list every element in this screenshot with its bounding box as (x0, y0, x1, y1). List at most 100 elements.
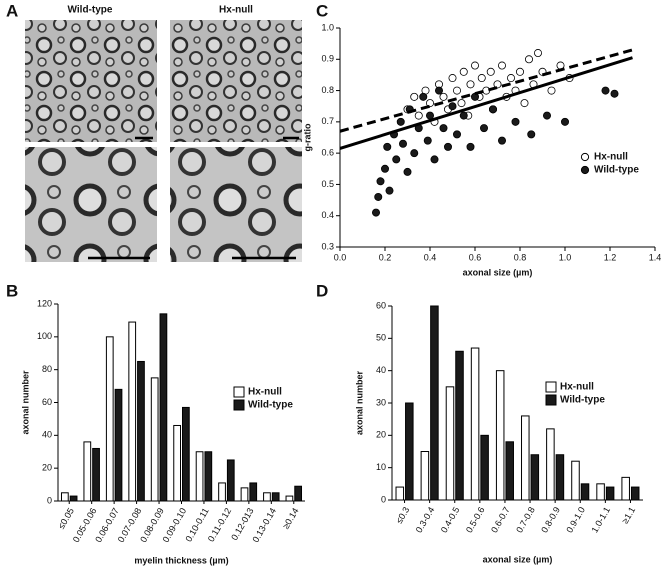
bar (204, 451, 213, 502)
bar (159, 313, 168, 502)
x-tick-label: 0.9-1.0 (564, 505, 587, 534)
y-tick-label: 0 (381, 494, 386, 504)
scatter-point (376, 177, 385, 186)
scatter-point (396, 117, 405, 126)
scatter-point (543, 111, 552, 120)
bar (92, 447, 100, 502)
y-tick-label: 0.5 (321, 179, 334, 189)
legend-label: Hx-null (248, 387, 282, 398)
x-tick-label: ≥0.14 (281, 506, 301, 530)
scatter-point (547, 86, 556, 95)
scatter-point (380, 164, 389, 173)
legend-marker (580, 165, 590, 175)
x-tick-label: 0.6-0.7 (489, 505, 512, 534)
scatter-point (506, 74, 515, 83)
micrograph (25, 20, 157, 142)
bar (218, 482, 226, 502)
bar (195, 451, 204, 502)
scatter-point (439, 124, 448, 133)
column-label: Hx-null (219, 5, 253, 16)
scatter-point (520, 99, 529, 108)
legend-swatch (545, 394, 557, 406)
x-tick-label: ≥1.1 (620, 505, 637, 525)
x-axis-label: axonal size (µm) (483, 554, 553, 564)
x-tick-label: 0.0 (334, 252, 347, 262)
bar (249, 482, 258, 502)
micrograph (170, 20, 302, 142)
bar (226, 459, 235, 502)
bar (621, 476, 630, 501)
y-tick-label: 60 (376, 300, 386, 310)
scatter-point (419, 92, 428, 101)
legend-swatch (233, 386, 245, 398)
bar (430, 305, 439, 501)
scatter-point (443, 142, 452, 151)
y-axis-label: axonal number (20, 370, 30, 435)
y-tick-label: 1.0 (321, 22, 334, 32)
micrograph (25, 147, 157, 262)
legend-swatch (233, 399, 245, 411)
scatter-point (486, 67, 495, 76)
column-label: Wild-type (68, 5, 113, 16)
bar (114, 388, 123, 502)
x-tick-label: 0.7-0.8 (514, 505, 537, 534)
panel-label: C (316, 1, 328, 20)
y-tick-label: 0.8 (321, 85, 334, 95)
y-tick-label: 0.7 (321, 116, 334, 126)
scatter-point (477, 74, 486, 83)
y-tick-label: 10 (376, 462, 386, 472)
x-tick-label: 0.3-0.4 (414, 505, 437, 534)
scatter-point (601, 86, 610, 95)
scatter-point (430, 155, 439, 164)
scatter-point (383, 142, 392, 151)
y-tick-label: 100 (37, 331, 52, 341)
scatter-point (423, 136, 432, 145)
bar (105, 336, 114, 502)
scatter-point (434, 86, 443, 95)
y-tick-label: 20 (42, 463, 52, 473)
scatter-point (561, 117, 570, 126)
bar (69, 495, 78, 502)
scatter-point (374, 192, 383, 201)
bar (596, 483, 605, 501)
bar (480, 434, 489, 501)
bar (445, 386, 455, 501)
scatter-point (488, 105, 497, 114)
x-tick-label: 1.4 (649, 252, 661, 262)
scatter-point (448, 74, 457, 83)
x-tick-label: 0.8 (514, 252, 527, 262)
bar (405, 402, 414, 501)
y-tick-label: 0 (47, 495, 52, 505)
bar (263, 492, 271, 502)
scatter-point (527, 130, 536, 139)
bar (505, 441, 514, 501)
fit-line (339, 56, 633, 150)
y-tick-label: 0.9 (321, 54, 334, 64)
y-tick-label: 0.3 (321, 241, 334, 251)
y-axis-label: g-ratio (302, 123, 312, 152)
scatter-point (385, 186, 394, 195)
legend-label: Wild-type (560, 395, 605, 406)
scatter-point (425, 99, 434, 108)
legend-marker (580, 152, 590, 162)
bar (271, 492, 280, 502)
bar (455, 350, 464, 501)
bar (495, 370, 505, 501)
legend-label: Wild-type (248, 400, 293, 411)
bar (420, 451, 430, 501)
y-tick-label: 30 (376, 397, 386, 407)
x-tick-label: 0.2 (379, 252, 392, 262)
bar (530, 454, 540, 501)
scatter-point (398, 139, 407, 148)
y-tick-label: 0.4 (321, 210, 334, 220)
scatter-point (534, 49, 543, 58)
scatter-point (459, 111, 468, 120)
bar (555, 454, 565, 501)
scatter-point (610, 89, 619, 98)
bar (630, 486, 640, 501)
legend-label: Wild-type (594, 165, 639, 176)
y-tick-label: 60 (42, 397, 52, 407)
scatter-point (466, 80, 475, 89)
x-tick-label: 0.5-0.6 (464, 505, 487, 534)
